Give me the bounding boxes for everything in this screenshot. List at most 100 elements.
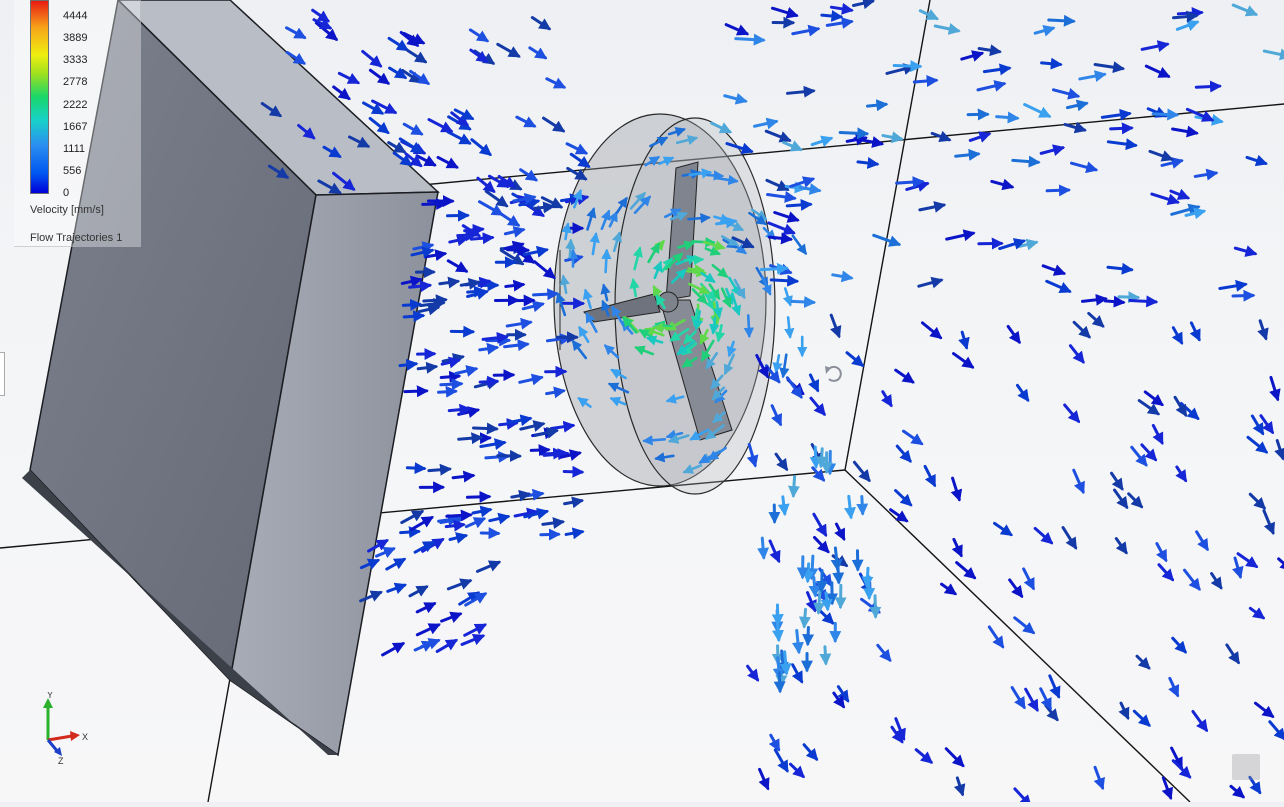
velocity-vector xyxy=(685,259,702,260)
velocity-vector xyxy=(417,625,438,635)
legend-tick: 0 xyxy=(63,188,69,199)
velocity-vector xyxy=(405,391,427,392)
velocity-vector xyxy=(565,501,582,504)
fan-rotating-region[interactable] xyxy=(554,114,775,494)
velocity-vector xyxy=(429,469,450,471)
velocity-vector xyxy=(606,251,607,272)
velocity-vector xyxy=(925,466,935,485)
velocity-vector xyxy=(883,136,901,139)
velocity-vector xyxy=(920,205,944,210)
velocity-vector xyxy=(1015,618,1034,633)
velocity-vector xyxy=(815,447,816,467)
velocity-vector xyxy=(1024,569,1034,588)
velocity-vector xyxy=(530,48,545,58)
velocity-vector xyxy=(819,591,820,612)
velocity-vector xyxy=(812,138,831,144)
velocity-vector xyxy=(401,532,419,533)
velocity-vector xyxy=(458,235,475,236)
velocity-vector xyxy=(404,316,423,317)
velocity-vector xyxy=(946,749,963,766)
velocity-vector xyxy=(935,26,958,31)
velocity-vector xyxy=(1074,322,1089,336)
velocity-vector xyxy=(439,391,456,392)
velocity-vector xyxy=(520,201,538,205)
velocity-vector xyxy=(1050,676,1059,697)
velocity-vector xyxy=(441,376,459,377)
coordinate-triad-icon[interactable]: Y X Z xyxy=(30,692,94,766)
velocity-vector xyxy=(1173,761,1189,777)
velocity-vector xyxy=(878,645,890,660)
velocity-vector xyxy=(370,118,388,132)
velocity-vector xyxy=(822,15,841,17)
velocity-vector xyxy=(957,563,975,578)
triad-x-label: X xyxy=(82,732,88,742)
velocity-vector xyxy=(762,538,764,557)
view-corner-button[interactable] xyxy=(1232,754,1260,780)
velocity-vector xyxy=(402,512,422,523)
velocity-vector xyxy=(462,636,483,645)
velocity-vector xyxy=(410,587,427,596)
velocity-vector xyxy=(412,518,432,530)
velocity-vector xyxy=(470,30,487,41)
velocity-vector xyxy=(814,514,826,535)
velocity-vector xyxy=(914,80,936,82)
velocity-vector xyxy=(775,213,798,221)
velocity-legend[interactable]: 4444 3889 3333 2778 2222 1667 1111 556 0… xyxy=(14,0,141,247)
velocity-vector xyxy=(1047,190,1068,191)
velocity-vector xyxy=(1142,44,1167,49)
velocity-vector xyxy=(769,223,794,233)
velocity-vector xyxy=(804,609,805,626)
velocity-vector xyxy=(792,301,814,302)
flow-trajectory-arrows xyxy=(262,1,1284,802)
velocity-vector xyxy=(979,48,1000,51)
velocity-vector xyxy=(478,178,494,191)
velocity-vector xyxy=(520,377,542,382)
velocity-vector xyxy=(419,307,438,311)
velocity-vector xyxy=(1112,473,1123,489)
velocity-vector xyxy=(547,79,564,87)
velocity-vector xyxy=(916,750,931,763)
velocity-vector xyxy=(1145,392,1162,405)
velocity-vector xyxy=(907,184,928,190)
velocity-vector xyxy=(1157,544,1166,561)
velocity-vector xyxy=(810,375,817,390)
velocity-vector xyxy=(1197,532,1208,549)
velocity-vector xyxy=(1250,494,1264,508)
velocity-vector xyxy=(1270,722,1284,739)
velocity-vector xyxy=(473,510,490,513)
triad-x-axis xyxy=(48,736,72,740)
legend-tick: 1667 xyxy=(63,122,87,133)
velocity-vector xyxy=(953,478,960,499)
velocity-vector xyxy=(989,627,1002,647)
velocity-vector xyxy=(1102,114,1129,118)
velocity-vector xyxy=(531,450,548,451)
velocity-vector xyxy=(1132,447,1146,465)
velocity-vector xyxy=(897,182,923,184)
legend-tick: 556 xyxy=(63,166,81,177)
velocity-vector xyxy=(776,355,779,371)
velocity-vector xyxy=(736,39,764,40)
velocity-vector xyxy=(438,157,457,167)
velocity-vector xyxy=(1235,248,1255,254)
velocity-vector xyxy=(567,144,586,153)
velocity-vector xyxy=(793,236,806,254)
velocity-vector xyxy=(408,51,425,62)
velocity-vector xyxy=(826,593,828,609)
velocity-vector xyxy=(1171,191,1188,198)
velocity-vector xyxy=(1238,554,1256,567)
panel-collapse-tab[interactable] xyxy=(0,352,5,396)
velocity-vector xyxy=(566,532,582,535)
velocity-vector xyxy=(903,431,921,444)
velocity-vector xyxy=(1012,688,1024,708)
velocity-vector xyxy=(1250,608,1263,618)
velocity-vector xyxy=(437,640,456,651)
legend-tick: 1111 xyxy=(63,144,85,155)
velocity-vector xyxy=(947,233,974,239)
velocity-vector xyxy=(1159,565,1173,580)
velocity-vector xyxy=(1065,405,1079,421)
velocity-vector xyxy=(995,523,1011,534)
velocity-vector xyxy=(542,453,563,454)
velocity-vector xyxy=(814,578,815,596)
